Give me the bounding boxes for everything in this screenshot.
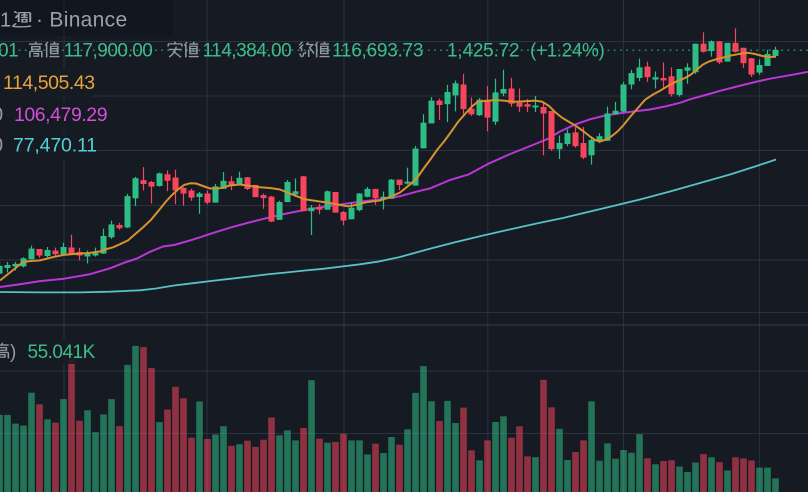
svg-text:77,470.11: 77,470.11 bbox=[13, 134, 97, 156]
svg-text:01: 01 bbox=[0, 40, 18, 61]
svg-text:1,425.72: 1,425.72 bbox=[447, 40, 519, 61]
svg-text:114,505.43: 114,505.43 bbox=[3, 72, 95, 94]
svg-text:(+1.24%): (+1.24%) bbox=[530, 40, 604, 61]
svg-text:55.041K: 55.041K bbox=[28, 342, 96, 363]
svg-text:116,693.73: 116,693.73 bbox=[332, 40, 423, 61]
svg-text:106,479.29: 106,479.29 bbox=[14, 104, 107, 126]
svg-text:1: 1 bbox=[0, 10, 11, 32]
svg-text:114,384.00: 114,384.00 bbox=[203, 40, 292, 61]
svg-text:): ) bbox=[10, 342, 16, 363]
svg-text:0: 0 bbox=[0, 104, 3, 126]
svg-text:· Binance: · Binance bbox=[36, 9, 127, 32]
svg-text:117,900.00: 117,900.00 bbox=[64, 40, 153, 61]
svg-text:0: 0 bbox=[0, 134, 3, 156]
